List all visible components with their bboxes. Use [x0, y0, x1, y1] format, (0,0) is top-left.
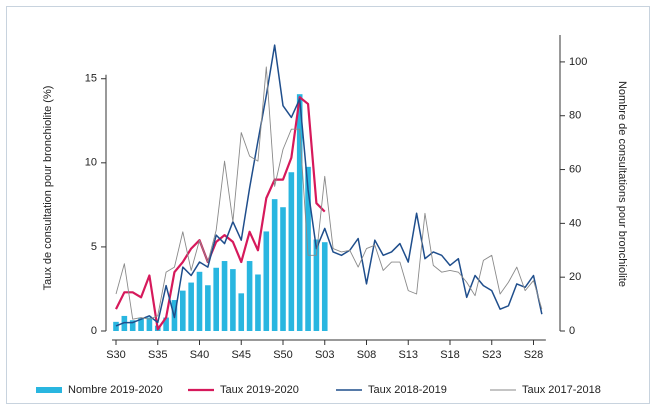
y2-tick-label: 0	[569, 325, 575, 337]
y2-tick-label: 40	[569, 217, 581, 229]
bar	[188, 282, 194, 331]
bar	[213, 267, 219, 331]
bar	[146, 317, 153, 331]
y-tick-label: 5	[91, 241, 97, 253]
line	[115, 66, 543, 320]
bar	[321, 242, 328, 331]
x-tick-label: S30	[106, 349, 126, 361]
bar	[246, 261, 253, 331]
y-tick-label: 15	[85, 73, 97, 85]
bar	[263, 231, 270, 331]
x-tick-label: S40	[190, 349, 210, 361]
bar	[121, 315, 128, 331]
bar	[288, 172, 295, 331]
legend-label: Taux 2019-2020	[220, 384, 299, 396]
x-tick-label: S23	[482, 349, 502, 361]
x-tick-label: S08	[357, 349, 377, 361]
bar	[230, 269, 236, 331]
bar	[280, 207, 286, 331]
legend-label: Taux 2017-2018	[522, 384, 601, 396]
bar	[163, 317, 169, 331]
y-tick-label: 10	[85, 157, 97, 169]
bar	[113, 321, 119, 331]
bar	[221, 261, 228, 331]
bar	[138, 318, 144, 331]
bar	[129, 320, 136, 331]
bar	[313, 239, 320, 331]
y2-axis-title: Nombre de consultations pour bronchiolit…	[616, 81, 628, 287]
bar	[296, 94, 303, 331]
y2-tick-label: 60	[569, 163, 581, 175]
bar	[205, 285, 211, 331]
legend-swatch	[36, 387, 62, 393]
y2-tick-label: 20	[569, 271, 581, 283]
frame	[6, 6, 650, 404]
y-tick-label: 0	[91, 325, 97, 337]
x-tick-label: S35	[148, 349, 168, 361]
bar	[180, 290, 186, 331]
y-axis-title: Taux de consultation pour bronchiolite (…	[42, 86, 54, 291]
x-tick-label: S28	[524, 349, 544, 361]
x-tick-label: S45	[231, 349, 251, 361]
x-tick-label: S18	[440, 349, 460, 361]
y2-tick-label: 80	[569, 110, 581, 122]
legend-label: Nombre 2019-2020	[68, 384, 163, 396]
x-tick-label: S13	[398, 349, 418, 361]
bar	[238, 293, 245, 331]
bar	[271, 199, 278, 331]
bar	[196, 271, 203, 331]
bar	[255, 274, 261, 331]
x-tick-label: S03	[315, 349, 335, 361]
x-tick-label: S50	[273, 349, 293, 361]
legend-label: Taux 2018-2019	[368, 384, 447, 396]
y2-tick-label: 100	[569, 56, 587, 68]
line	[115, 44, 543, 327]
